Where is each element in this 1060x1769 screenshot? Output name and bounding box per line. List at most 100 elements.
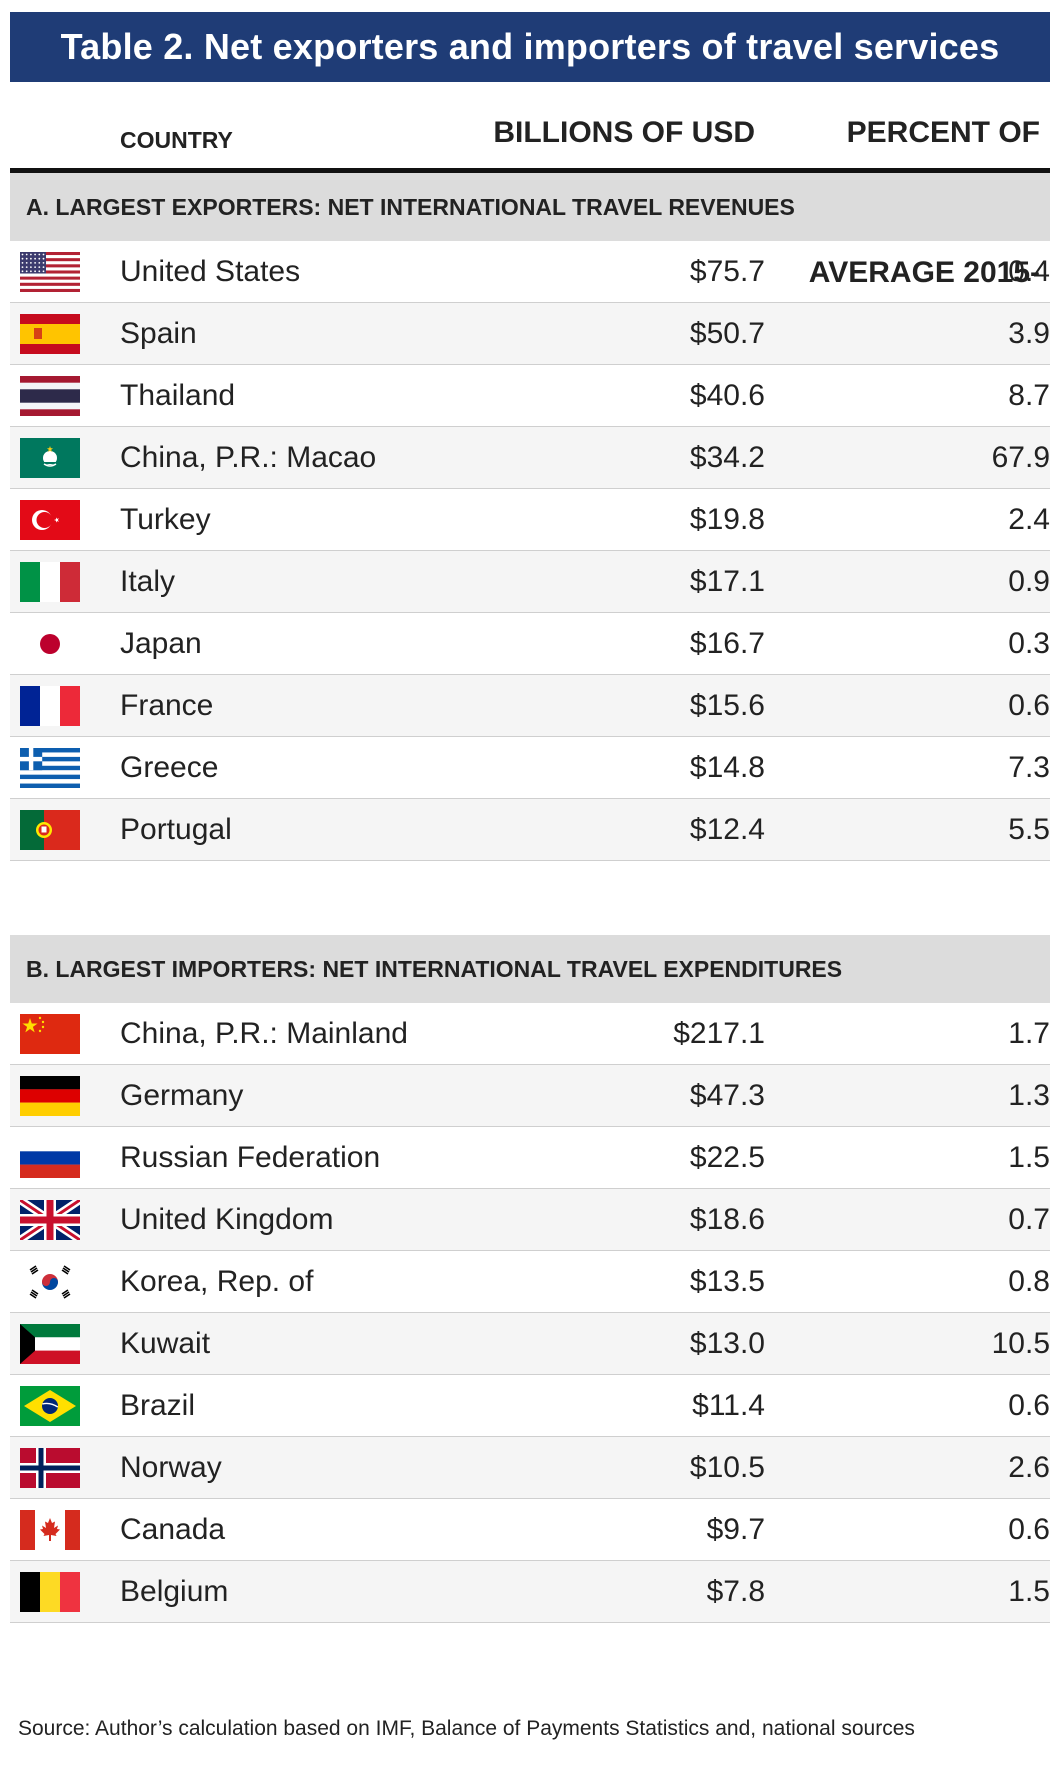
usd-value: $9.7 xyxy=(706,1513,765,1546)
source-note: Source: Author’s calculation based on IM… xyxy=(18,1717,915,1740)
brazil-flag-icon xyxy=(20,1386,80,1426)
usd-value: $47.3 xyxy=(689,1079,765,1112)
country-name: Portugal xyxy=(120,813,232,846)
country-name: France xyxy=(120,689,214,722)
usd-value: $17.1 xyxy=(689,565,765,598)
us-flag-icon xyxy=(20,252,80,292)
usd-value: $10.5 xyxy=(689,1451,765,1484)
japan-flag-icon xyxy=(20,624,80,664)
gdp-value: 2.4 xyxy=(1008,503,1050,536)
gdp-value: 7.3 xyxy=(1008,751,1050,784)
country-name: Russian Federation xyxy=(120,1141,381,1174)
table-row: Turkey $19.8 2.4 xyxy=(10,489,1050,551)
korea-flag-icon xyxy=(20,1262,80,1302)
usd-value: $217.1 xyxy=(673,1017,765,1050)
usd-value: $13.0 xyxy=(689,1327,765,1360)
turkey-flag-icon xyxy=(20,500,80,540)
uk-flag-icon xyxy=(20,1200,80,1240)
portugal-flag-icon xyxy=(20,810,80,850)
usd-value: $50.7 xyxy=(689,317,765,350)
table-row: Brazil $11.4 0.6 xyxy=(10,1375,1050,1437)
header-usd: BILLIONS OF USD AVERAGE 2015-19 xyxy=(480,98,755,219)
table-row: Portugal $12.4 5.5 xyxy=(10,799,1050,861)
gdp-value: 8.7 xyxy=(1008,379,1050,412)
header-usd-line1: BILLIONS OF USD xyxy=(493,116,755,149)
gdp-value: 5.5 xyxy=(1008,813,1050,846)
gdp-value: 0.6 xyxy=(1008,689,1050,722)
gdp-value: 67.9 xyxy=(991,441,1050,474)
table-row: Thailand $40.6 8.7 xyxy=(10,365,1050,427)
table-row: Norway $10.5 2.6 xyxy=(10,1437,1050,1499)
gdp-value: 0.3 xyxy=(1008,627,1050,660)
kuwait-flag-icon xyxy=(20,1324,80,1364)
greece-flag-icon xyxy=(20,748,80,788)
gdp-value: 1.7 xyxy=(1008,1017,1050,1050)
thailand-flag-icon xyxy=(20,376,80,416)
usd-value: $16.7 xyxy=(689,627,765,660)
italy-flag-icon xyxy=(20,562,80,602)
russia-flag-icon xyxy=(20,1138,80,1178)
gdp-value: 0.9 xyxy=(1008,565,1050,598)
gdp-value: 1.5 xyxy=(1008,1141,1050,1174)
usd-value: $34.2 xyxy=(689,441,765,474)
gdp-value: 0.4 xyxy=(1008,255,1050,288)
country-name: Norway xyxy=(120,1451,222,1484)
table-row: China, P.R.: Macao $34.2 67.9 xyxy=(10,427,1050,489)
table-row: Greece $14.8 7.3 xyxy=(10,737,1050,799)
country-name: Thailand xyxy=(120,379,236,412)
section-a-header: A. LARGEST EXPORTERS: NET INTERNATIONAL … xyxy=(10,173,1050,241)
gdp-value: 0.7 xyxy=(1008,1203,1050,1236)
table-row: Italy $17.1 0.9 xyxy=(10,551,1050,613)
gdp-value: 3.9 xyxy=(1008,317,1050,350)
country-name: Kuwait xyxy=(120,1327,211,1360)
country-name: Greece xyxy=(120,751,219,784)
table-row: China, P.R.: Mainland $217.1 1.7 xyxy=(10,1003,1050,1065)
country-name: Brazil xyxy=(120,1389,196,1422)
belgium-flag-icon xyxy=(20,1572,80,1612)
country-name: China, P.R.: Macao xyxy=(120,441,377,474)
table-row: Canada $9.7 0.6 xyxy=(10,1499,1050,1561)
table-title: Table 2. Net exporters and importers of … xyxy=(10,12,1050,82)
table-row: France $15.6 0.6 xyxy=(10,675,1050,737)
country-name: Spain xyxy=(120,317,197,350)
table-row: United States $75.7 0.4 xyxy=(10,241,1050,303)
spain-flag-icon xyxy=(20,314,80,354)
canada-flag-icon xyxy=(20,1510,80,1550)
france-flag-icon xyxy=(20,686,80,726)
section-b-header: B. LARGEST IMPORTERS: NET INTERNATIONAL … xyxy=(10,935,1050,1003)
country-name: China, P.R.: Mainland xyxy=(120,1017,408,1050)
country-name: Japan xyxy=(120,627,202,660)
usd-value: $13.5 xyxy=(689,1265,765,1298)
gdp-value: 1.3 xyxy=(1008,1079,1050,1112)
country-name: Turkey xyxy=(120,503,211,536)
gdp-value: 0.6 xyxy=(1008,1389,1050,1422)
table-row: Japan $16.7 0.3 xyxy=(10,613,1050,675)
header-rule xyxy=(10,168,1050,173)
table-row: Korea, Rep. of $13.5 0.8 xyxy=(10,1251,1050,1313)
country-name: United Kingdom xyxy=(120,1203,334,1236)
header-gdp: PERCENT OF GDP AVERAGE 2015-19 xyxy=(780,98,1040,359)
gdp-value: 0.6 xyxy=(1008,1513,1050,1546)
norway-flag-icon xyxy=(20,1448,80,1488)
country-name: United States xyxy=(120,255,301,288)
usd-value: $12.4 xyxy=(689,813,765,846)
usd-value: $15.6 xyxy=(689,689,765,722)
country-name: Germany xyxy=(120,1079,244,1112)
table-row: Spain $50.7 3.9 xyxy=(10,303,1050,365)
usd-value: $18.6 xyxy=(689,1203,765,1236)
gdp-value: 0.8 xyxy=(1008,1265,1050,1298)
china-flag-icon xyxy=(20,1014,80,1054)
country-name: Korea, Rep. of xyxy=(120,1265,314,1298)
gdp-value: 2.6 xyxy=(1008,1451,1050,1484)
gdp-value: 1.5 xyxy=(1008,1575,1050,1608)
usd-value: $7.8 xyxy=(706,1575,765,1608)
country-name: Belgium xyxy=(120,1575,229,1608)
germany-flag-icon xyxy=(20,1076,80,1116)
table-row: Kuwait $13.0 10.5 xyxy=(10,1313,1050,1375)
usd-value: $75.7 xyxy=(689,255,765,288)
usd-value: $22.5 xyxy=(689,1141,765,1174)
macao-flag-icon xyxy=(20,438,80,478)
usd-value: $11.4 xyxy=(692,1389,765,1422)
country-name: Italy xyxy=(120,565,176,598)
table-row: United Kingdom $18.6 0.7 xyxy=(10,1189,1050,1251)
